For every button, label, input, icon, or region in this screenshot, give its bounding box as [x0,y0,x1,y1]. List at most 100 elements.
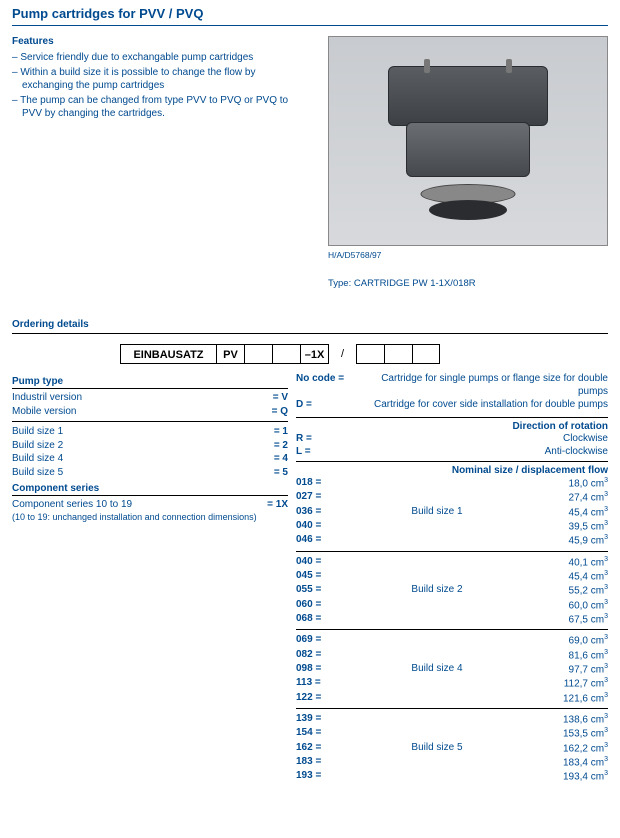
code-cell [244,344,272,364]
nominal-value: 97,7 cm3 [518,662,608,676]
nominal-group-label: Build size 5 [356,741,518,755]
nominal-group-label [356,769,518,783]
nominal-code: 082 = [296,648,356,662]
nominal-code: 183 = [296,755,356,769]
nominal-value: 45,9 cm3 [518,533,608,547]
nominal-code: 055 = [296,583,356,597]
code-option-code: No code = [296,372,356,398]
component-series-row: Component series 10 to 19 = 1X [12,498,288,512]
nominal-row: 060 = 60,0 cm3 [296,598,608,612]
features-list: Service friendly due to exchangable pump… [12,51,308,120]
nominal-row: 162 =Build size 5162,2 cm3 [296,741,608,755]
code-option-row: D =Cartridge for cover side installation… [296,398,608,411]
pump-type-label: Industril version [12,391,82,405]
right-column: No code =Cartridge for single pumps or f… [296,372,608,784]
code-option-text: Cartridge for single pumps or flange siz… [356,372,608,398]
nominal-group-label [356,555,518,569]
nominal-group-label: Build size 1 [356,505,518,519]
nominal-row: 069 = 69,0 cm3 [296,633,608,647]
pump-type-heading: Pump type [12,376,288,389]
nominal-group-label: Build size 4 [356,662,518,676]
nominal-group-label [356,490,518,504]
nominal-group-label [356,633,518,647]
features-block: Features Service friendly due to exchang… [12,36,308,289]
nominal-code: 098 = [296,662,356,676]
rotation-code: L = [296,445,356,458]
nominal-code: 069 = [296,633,356,647]
component-series-value: = 1X [267,498,288,512]
feature-item: Service friendly due to exchangable pump… [12,51,308,64]
nominal-group-label [356,648,518,662]
component-series-label: Component series 10 to 19 [12,498,132,512]
top-row: Features Service friendly due to exchang… [12,36,608,289]
nominal-row: 027 = 27,4 cm3 [296,490,608,504]
build-size-value: = 1 [274,425,288,439]
nominal-code: 193 = [296,769,356,783]
nominal-value: 121,6 cm3 [518,691,608,705]
nominal-code: 139 = [296,712,356,726]
nominal-value: 27,4 cm3 [518,490,608,504]
feature-item: The pump can be changed from type PVV to… [12,94,308,120]
nominal-row: 046 = 45,9 cm3 [296,533,608,547]
nominal-value: 60,0 cm3 [518,598,608,612]
nominal-code: 045 = [296,569,356,583]
nominal-code: 027 = [296,490,356,504]
rotation-heading: Direction of rotation [296,421,608,432]
code-cell: –1X [300,344,328,364]
nominal-row: 113 =112,7 cm3 [296,676,608,690]
lower-grid: Pump type Industril version= VMobile ver… [12,372,608,784]
component-series-heading: Component series [12,483,288,496]
nominal-row: 082 =81,6 cm3 [296,648,608,662]
nominal-group-label [356,476,518,490]
nominal-value: 138,6 cm3 [518,712,608,726]
build-size-value: = 4 [274,452,288,466]
left-column: Pump type Industril version= VMobile ver… [12,372,288,784]
product-image [328,36,608,246]
nominal-row: 055 =Build size 255,2 cm3 [296,583,608,597]
nominal-value: 67,5 cm3 [518,612,608,626]
nominal-row: 045 =45,4 cm3 [296,569,608,583]
nominal-group-label [356,676,518,690]
nominal-value: 69,0 cm3 [518,633,608,647]
build-size-label: Build size 1 [12,425,63,439]
nominal-group-label [356,691,518,705]
code-cell [272,344,300,364]
build-size-label: Build size 4 [12,452,63,466]
build-size-row: Build size 4 = 4 [12,452,288,466]
build-size-label: Build size 2 [12,439,63,453]
code-option-code: D = [296,398,356,411]
nominal-value: 55,2 cm3 [518,583,608,597]
rotation-text: Anti-clockwise [356,445,608,458]
nominal-value: 45,4 cm3 [518,505,608,519]
nominal-code: 068 = [296,612,356,626]
nominal-code: 018 = [296,476,356,490]
image-column: H/A/D5768/97 Type: CARTRIDGE PW 1-1X/018… [328,36,608,289]
features-heading: Features [12,36,308,47]
nominal-code: 154 = [296,726,356,740]
nominal-row: 040 =39,5 cm3 [296,519,608,533]
code-cell: / [328,344,356,364]
pump-type-row: Mobile version= Q [12,405,288,419]
type-label: Type: CARTRIDGE PW 1-1X/018R [328,278,608,289]
component-series-note: (10 to 19: unchanged installation and co… [12,512,288,522]
nominal-value: 193,4 cm3 [518,769,608,783]
nominal-value: 18,0 cm3 [518,476,608,490]
code-strip: EINBAUSATZPV–1X/ [120,344,608,364]
nominal-row: 183 =183,4 cm3 [296,755,608,769]
nominal-group-label [356,598,518,612]
pump-type-label: Mobile version [12,405,76,419]
nominal-group-label [356,712,518,726]
build-size-row: Build size 5= 5 [12,466,288,480]
nominal-code: 060 = [296,598,356,612]
image-caption: H/A/D5768/97 [328,250,608,260]
feature-item: Within a build size it is possible to ch… [12,66,308,92]
nominal-group-label [356,533,518,547]
code-cell [356,344,384,364]
nominal-row: 098 =Build size 497,7 cm3 [296,662,608,676]
nominal-row: 068 = 67,5 cm3 [296,612,608,626]
nominal-code: 046 = [296,533,356,547]
nominal-heading: Nominal size / displacement flow [296,465,608,476]
code-cell [412,344,440,364]
nominal-value: 39,5 cm3 [518,519,608,533]
build-size-row: Build size 1 = 1 [12,425,288,439]
